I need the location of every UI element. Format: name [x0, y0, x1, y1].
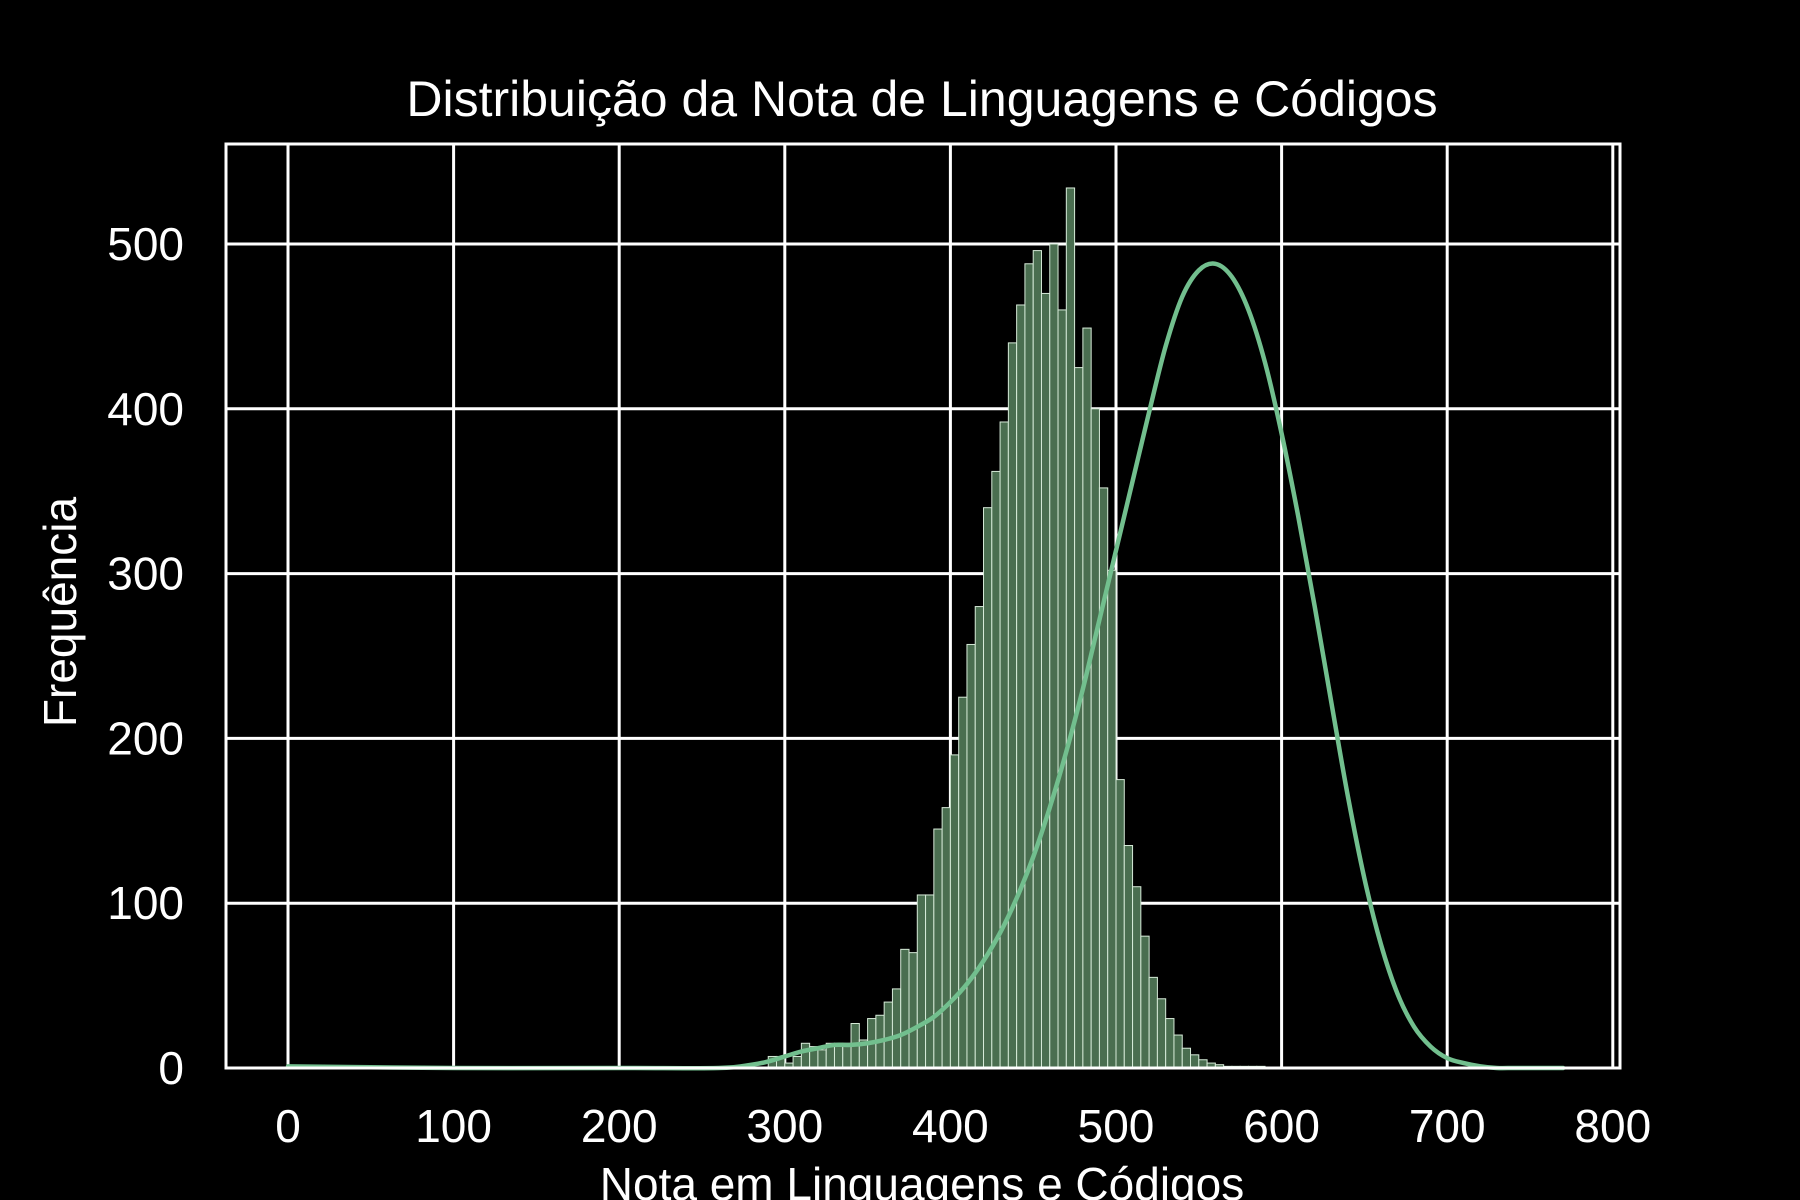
x-tick-label: 500 [1078, 1100, 1155, 1152]
histogram-bar [1190, 1054, 1200, 1069]
x-tick-label: 400 [912, 1100, 989, 1152]
histogram-bar [958, 696, 968, 1069]
y-tick-label: 100 [107, 877, 184, 929]
histogram-bar [1165, 1018, 1175, 1069]
histogram-bar [1123, 845, 1134, 1069]
histogram-bar [1040, 292, 1051, 1069]
x-tick-label: 300 [746, 1100, 823, 1152]
x-tick-label: 600 [1243, 1100, 1320, 1152]
histogram-bar [999, 421, 1009, 1069]
x-tick-label: 100 [415, 1100, 492, 1152]
histogram-bar [1115, 779, 1125, 1069]
kde-curve-group [285, 261, 1566, 1071]
histogram-bar [1132, 886, 1142, 1069]
y-tick-label: 400 [107, 383, 184, 435]
histogram-bar [941, 807, 951, 1069]
histogram-bar [1090, 408, 1100, 1069]
x-tick-label: 800 [1574, 1100, 1651, 1152]
x-tick-label: 0 [275, 1100, 301, 1152]
y-tick-label: 300 [107, 548, 184, 600]
chart-title: Distribuição da Nota de Linguagens e Cód… [406, 71, 1437, 127]
histogram-bar [916, 894, 927, 1069]
histogram-bar [966, 643, 976, 1069]
x-tick-label: 200 [581, 1100, 658, 1152]
histogram-bar [883, 1001, 893, 1069]
histogram-bar [1181, 1047, 1192, 1069]
histogram-bar [1156, 998, 1167, 1069]
histogram-bar [1148, 976, 1158, 1069]
histogram-bar [1032, 250, 1042, 1069]
histogram-bar [900, 948, 910, 1069]
x-axis-label: Nota em Linguagens e Códigos [600, 1158, 1244, 1200]
histogram-bar [1057, 309, 1067, 1069]
y-axis-label: Frequência [34, 497, 86, 728]
histogram-bar [908, 952, 918, 1069]
histogram-bar [1173, 1034, 1183, 1069]
histogram-bar [1082, 327, 1092, 1069]
kde-curve [285, 261, 1566, 1071]
histogram-bar [949, 754, 960, 1069]
y-tick-label: 200 [107, 712, 184, 764]
histogram-bar [974, 606, 985, 1069]
y-tick-labels: 0 100 200 300 400 500 [107, 218, 184, 1094]
x-tick-label: 700 [1409, 1100, 1486, 1152]
histogram-bar [1024, 263, 1034, 1069]
histogram-bar [1016, 304, 1026, 1069]
histogram-bar [817, 1049, 827, 1069]
histogram-bar [1140, 935, 1150, 1069]
y-tick-label: 500 [107, 218, 184, 270]
histogram-bar [891, 988, 902, 1069]
y-tick-label: 0 [158, 1042, 184, 1094]
histogram-bar [800, 1042, 811, 1069]
histogram-bar [983, 507, 993, 1069]
plot-frame [224, 142, 1622, 1070]
histogram-bar [925, 894, 935, 1069]
histogram-bar [1007, 342, 1018, 1069]
histogram-bar [991, 470, 1001, 1069]
histogram-bar [792, 1055, 802, 1069]
histogram-bar [933, 828, 943, 1069]
histogram-bar [1065, 187, 1076, 1069]
histogram-bar [1049, 243, 1059, 1069]
x-tick-labels: 0 100 200 300 400 500 600 700 800 [275, 1100, 1651, 1152]
histogram-bar [1098, 487, 1109, 1069]
histogram-bar [1107, 569, 1117, 1069]
